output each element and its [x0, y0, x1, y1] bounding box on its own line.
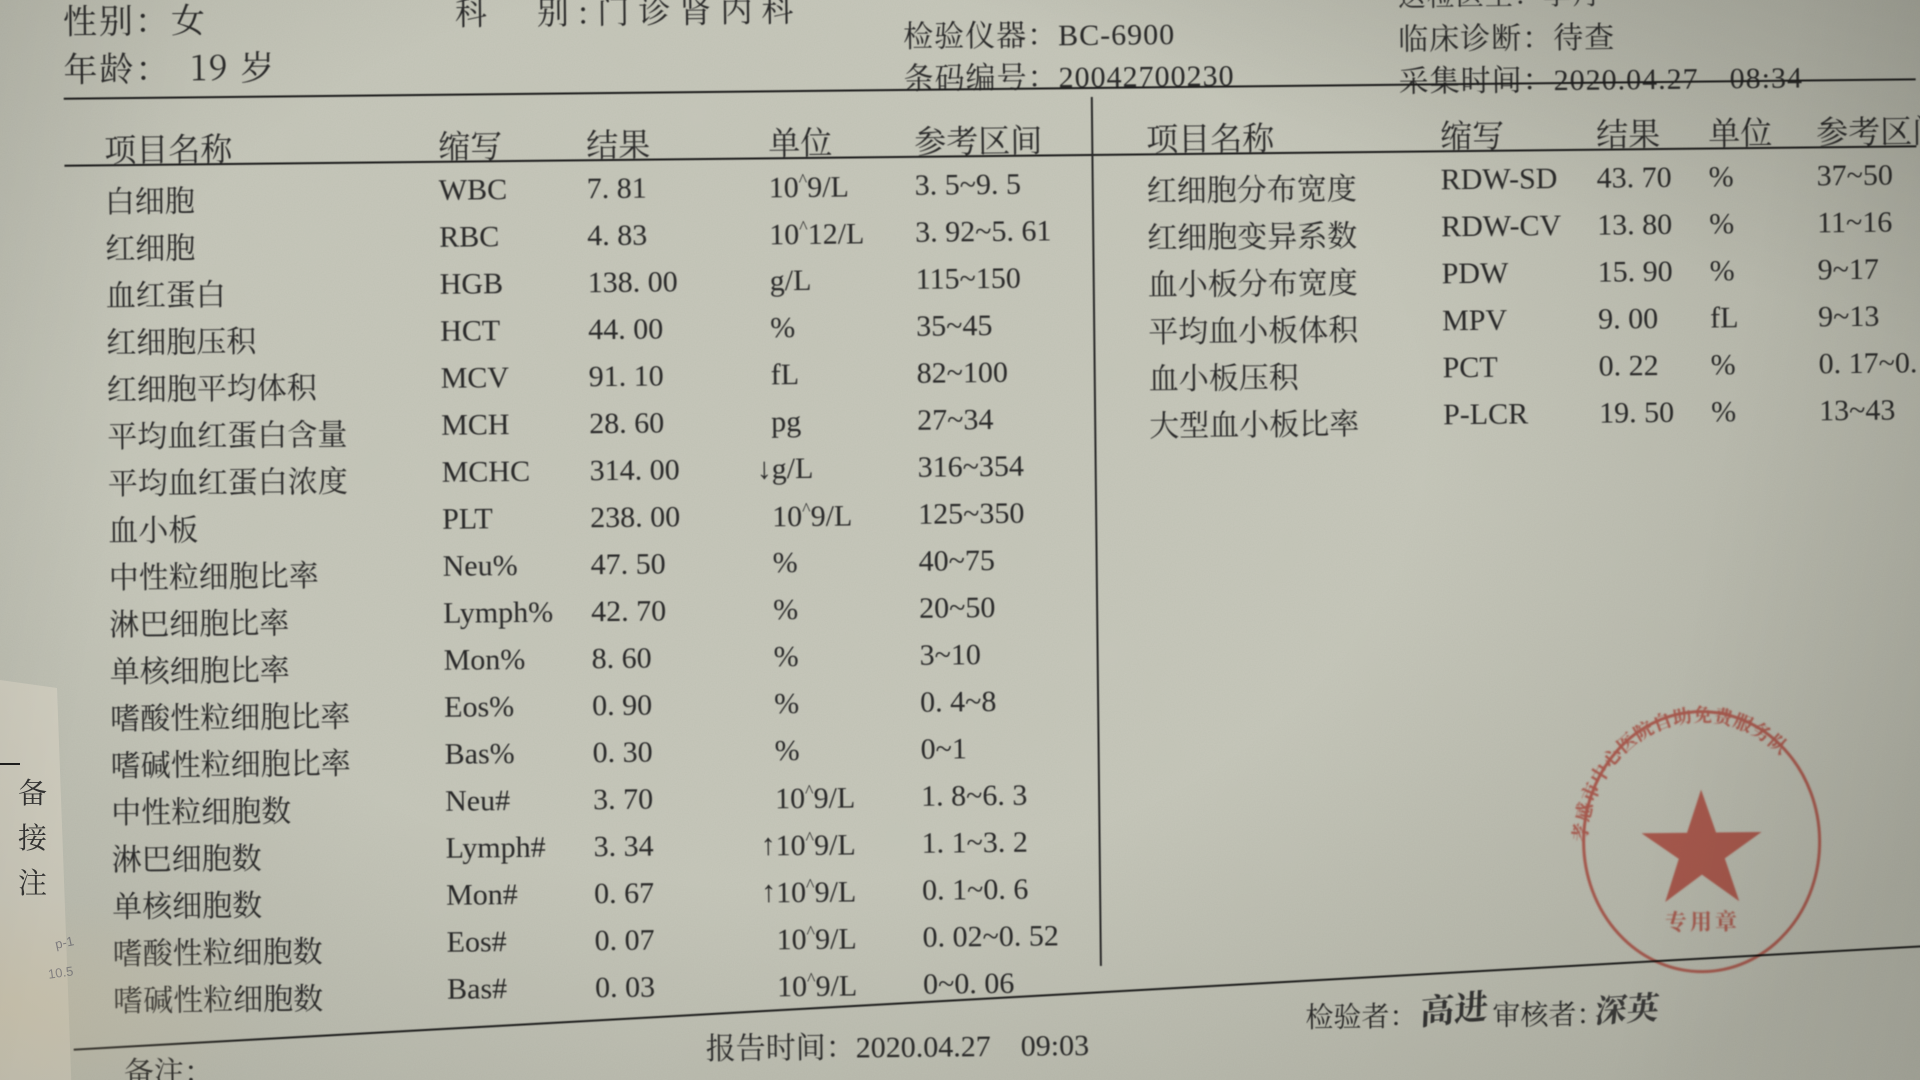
svg-text:孝感市中心医院自助免费服务队: 孝感市中心医院自助免费服务队 — [1564, 700, 1796, 843]
svg-text:专用章: 专用章 — [1665, 905, 1740, 937]
